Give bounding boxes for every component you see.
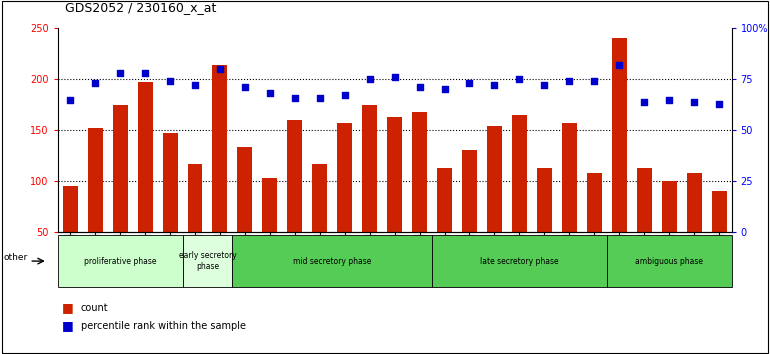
Bar <box>562 123 577 232</box>
Point <box>388 74 400 80</box>
Bar <box>263 178 277 232</box>
Point <box>413 85 426 90</box>
Point <box>64 97 76 102</box>
Point <box>164 79 176 84</box>
Point <box>263 91 276 96</box>
Point <box>438 87 450 92</box>
Point <box>214 66 226 72</box>
Text: ■: ■ <box>62 302 73 314</box>
Bar <box>537 168 552 232</box>
Bar <box>112 105 128 232</box>
Point <box>89 80 102 86</box>
Bar <box>237 147 253 232</box>
Text: ■: ■ <box>62 319 73 332</box>
Bar <box>487 126 502 232</box>
Point <box>139 70 151 76</box>
Point <box>189 82 201 88</box>
Point <box>713 101 725 107</box>
Text: late secretory phase: late secretory phase <box>480 257 559 266</box>
Point <box>663 97 675 102</box>
Point <box>613 62 625 68</box>
Bar <box>711 191 727 232</box>
Bar <box>313 164 327 232</box>
Point <box>538 82 551 88</box>
Text: count: count <box>81 303 109 313</box>
Point <box>114 70 126 76</box>
Point <box>588 79 601 84</box>
Bar <box>337 123 352 232</box>
Text: early secretory
phase: early secretory phase <box>179 251 236 271</box>
Bar <box>88 128 102 232</box>
Point <box>514 76 526 82</box>
Text: percentile rank within the sample: percentile rank within the sample <box>81 321 246 331</box>
Bar <box>437 168 452 232</box>
Point <box>313 95 326 101</box>
Bar <box>362 105 377 232</box>
Bar <box>611 39 627 232</box>
Text: mid secretory phase: mid secretory phase <box>293 257 371 266</box>
Point <box>563 79 575 84</box>
Bar <box>387 117 402 232</box>
Point <box>688 99 700 104</box>
Bar <box>661 181 677 232</box>
Bar <box>512 115 527 232</box>
Text: other: other <box>4 253 28 262</box>
Bar <box>162 133 178 232</box>
Text: ambiguous phase: ambiguous phase <box>635 257 703 266</box>
Point <box>289 95 301 101</box>
Bar <box>687 173 701 232</box>
Point <box>638 99 651 104</box>
Bar <box>62 186 78 232</box>
Bar <box>188 164 203 232</box>
Bar <box>462 150 477 232</box>
Text: proliferative phase: proliferative phase <box>84 257 156 266</box>
Point <box>339 93 351 98</box>
Bar <box>412 112 427 232</box>
Bar <box>213 65 227 232</box>
Point <box>464 80 476 86</box>
Point <box>239 85 251 90</box>
Bar <box>637 168 651 232</box>
Point <box>488 82 500 88</box>
Bar <box>138 82 152 232</box>
Bar <box>287 120 303 232</box>
Text: GDS2052 / 230160_x_at: GDS2052 / 230160_x_at <box>65 1 217 14</box>
Point <box>363 76 376 82</box>
Bar <box>587 173 601 232</box>
